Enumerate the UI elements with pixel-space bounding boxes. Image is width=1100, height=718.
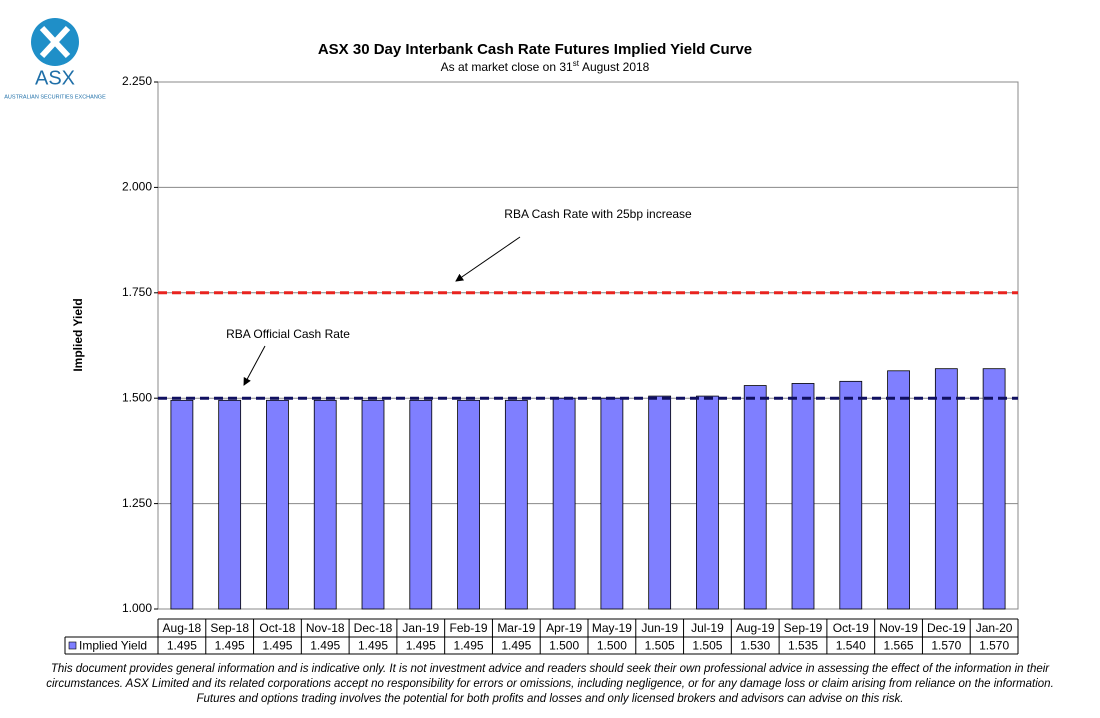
value-label: 1.570 <box>931 639 961 653</box>
disclaimer: This document provides general informati… <box>46 663 1054 705</box>
y-tick-label: 1.000 <box>122 601 152 615</box>
value-label: 1.495 <box>167 639 197 653</box>
y-tick-label: 1.750 <box>122 285 152 299</box>
x-tick-label: Nov-18 <box>306 621 345 635</box>
value-label: 1.495 <box>501 639 531 653</box>
annotation-arrow <box>455 236 521 282</box>
x-tick-label: May-19 <box>592 621 632 635</box>
x-tick-label: Mar-19 <box>497 621 535 635</box>
subtitle-sup: st <box>573 59 580 68</box>
bar <box>887 370 910 610</box>
value-label: 1.565 <box>884 639 914 653</box>
annotation: RBA Cash Rate with 25bp increase <box>504 207 692 221</box>
subtitle-part: As at market close on 31 <box>441 60 573 74</box>
value-label: 1.495 <box>358 639 388 653</box>
value-label: 1.570 <box>979 639 1009 653</box>
x-tick-label: Jan-20 <box>976 621 1013 635</box>
y-axis-label: Implied Yield <box>71 298 85 371</box>
bar <box>743 385 767 610</box>
bar <box>934 368 958 610</box>
value-label: 1.540 <box>836 639 866 653</box>
chart-subtitle: As at market close on 31st August 2018 <box>441 59 650 74</box>
x-tick-label: Aug-19 <box>736 621 775 635</box>
value-label: 1.500 <box>597 639 627 653</box>
value-label: 1.495 <box>262 639 292 653</box>
value-label: 1.530 <box>740 639 770 653</box>
bar <box>839 380 863 610</box>
bar <box>504 399 528 610</box>
x-tick-label: Jan-19 <box>402 621 439 635</box>
bar <box>266 399 289 610</box>
bar <box>218 399 242 610</box>
plot-area <box>157 81 1019 610</box>
x-tick-label: Oct-19 <box>833 621 869 635</box>
bar <box>982 368 1006 610</box>
x-tick-label: Jul-19 <box>691 621 724 635</box>
bar <box>696 395 719 610</box>
bar <box>313 399 337 610</box>
bar <box>170 399 194 610</box>
value-label: 1.500 <box>549 639 579 653</box>
value-label: 1.495 <box>406 639 436 653</box>
logo-mark: ASX <box>35 67 75 89</box>
bar <box>457 399 480 610</box>
x-tick-label: Apr-19 <box>546 621 582 635</box>
value-label: 1.495 <box>310 639 340 653</box>
chart: 1.000 1.250 1.500 1.750 2.000 2.250 1.495 1.495… <box>4 18 1019 655</box>
logo: ASX AUSTRALIAN SECURITIES EXCHANGE <box>4 18 106 100</box>
chart-title: ASX 30 Day Interbank Cash Rate Futures I… <box>318 41 752 58</box>
logo-x <box>39 25 71 59</box>
legend-label: Implied Yield <box>79 639 147 653</box>
y-tick-label: 1.250 <box>122 496 152 510</box>
bar <box>648 395 672 610</box>
bar <box>361 399 385 610</box>
x-tick-label: Sep-18 <box>210 621 249 635</box>
bar <box>791 383 815 610</box>
subtitle-part: August 2018 <box>582 60 650 74</box>
legend-swatch <box>68 641 77 650</box>
value-label: 1.495 <box>454 639 484 653</box>
bar <box>600 397 624 610</box>
value-label: 1.495 <box>215 639 245 653</box>
logo-name: AUSTRALIAN SECURITIES EXCHANGE <box>4 94 106 100</box>
value-label: 1.505 <box>645 639 675 653</box>
y-tick-label: 1.500 <box>122 390 152 404</box>
x-tick-label: Oct-18 <box>259 621 295 635</box>
bar <box>552 397 576 610</box>
x-tick-label: Sep-19 <box>784 621 823 635</box>
x-tick-label: Dec-18 <box>354 621 393 635</box>
x-tick-label: Feb-19 <box>450 621 488 635</box>
value-label: 1.505 <box>692 639 722 653</box>
x-tick-label: Aug-18 <box>163 621 202 635</box>
x-tick-label: Jun-19 <box>641 621 678 635</box>
value-label: 1.535 <box>788 639 818 653</box>
y-tick-label: 2.000 <box>122 180 152 194</box>
x-tick-label: Dec-19 <box>927 621 966 635</box>
x-tick-label: Nov-19 <box>879 621 918 635</box>
annotation-arrow <box>243 345 266 386</box>
bar <box>409 399 433 610</box>
y-tick-label: 2.250 <box>122 74 152 88</box>
annotation: RBA Official Cash Rate <box>226 327 350 341</box>
